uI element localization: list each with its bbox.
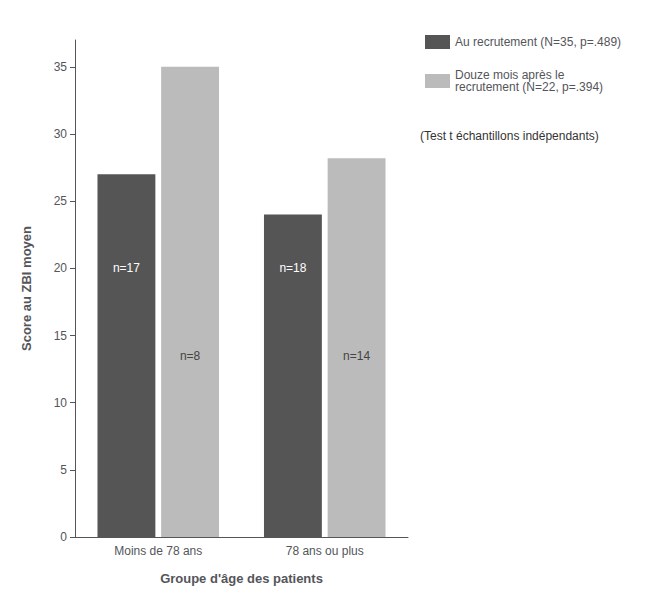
svg-text:0: 0	[60, 530, 67, 544]
svg-text:n=14: n=14	[343, 349, 370, 363]
svg-text:30: 30	[54, 127, 68, 141]
svg-text:Score au ZBI moyen: Score au ZBI moyen	[19, 226, 34, 351]
svg-text:5: 5	[60, 463, 67, 477]
svg-text:(Test t échantillons indépenda: (Test t échantillons indépendants)	[420, 129, 599, 143]
svg-text:recrutement (N=22, p=.394): recrutement (N=22, p=.394)	[455, 80, 603, 94]
svg-text:Moins de 78 ans: Moins de 78 ans	[114, 544, 202, 558]
svg-text:n=8: n=8	[180, 349, 201, 363]
svg-text:78 ans ou plus: 78 ans ou plus	[286, 544, 364, 558]
svg-text:n=17: n=17	[113, 261, 140, 275]
svg-text:25: 25	[54, 194, 68, 208]
svg-text:10: 10	[54, 396, 68, 410]
svg-text:Douze mois après le: Douze mois après le	[455, 68, 565, 82]
svg-text:35: 35	[54, 60, 68, 74]
svg-text:Groupe d'âge des patients: Groupe d'âge des patients	[160, 571, 323, 586]
svg-text:n=18: n=18	[279, 261, 306, 275]
svg-text:Au recrutement (N=35, p=.489): Au recrutement (N=35, p=.489)	[455, 35, 621, 49]
svg-text:15: 15	[54, 329, 68, 343]
svg-text:20: 20	[54, 261, 68, 275]
